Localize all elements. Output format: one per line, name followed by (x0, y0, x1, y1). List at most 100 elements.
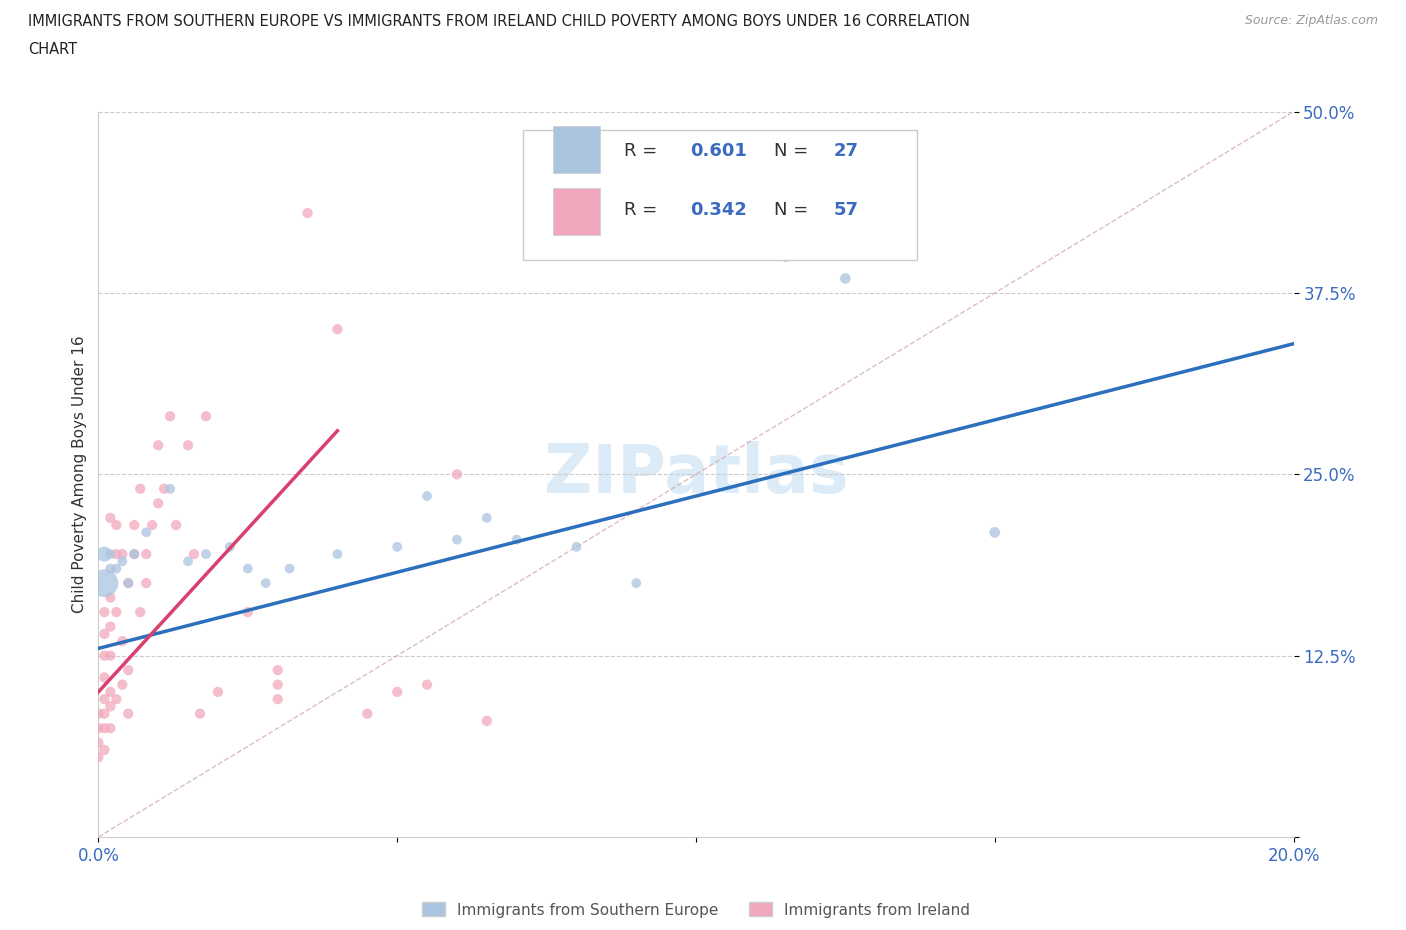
Point (177, 554, 200, 569)
Point (159, 409, 181, 424)
FancyBboxPatch shape (523, 130, 917, 260)
Point (165, 518, 187, 533)
Point (117, 706, 139, 721)
Point (983, 525, 1005, 539)
Point (834, 271, 856, 286)
Point (356, 706, 378, 721)
Point (188, 706, 211, 721)
Point (93, 670, 115, 684)
Y-axis label: Child Poverty Among Boys Under 16: Child Poverty Among Boys Under 16 (72, 336, 87, 613)
Point (385, 684, 409, 699)
Point (93, 706, 115, 721)
Point (194, 547, 218, 562)
Point (416, 488, 439, 503)
Point (475, 511, 498, 525)
Text: N =: N = (773, 142, 814, 161)
Bar (553, 188, 600, 235)
Point (219, 539, 242, 554)
Point (135, 525, 157, 539)
Point (93, 604, 115, 619)
Point (87, 750, 110, 764)
Point (98, 511, 122, 525)
Point (98, 699, 122, 714)
Point (506, 532, 529, 547)
Point (148, 496, 170, 511)
Point (141, 518, 163, 533)
Point (124, 547, 146, 562)
Point (98, 721, 122, 736)
Point (117, 576, 139, 591)
Point (111, 554, 134, 569)
Point (207, 684, 229, 699)
Point (111, 633, 134, 648)
Point (111, 677, 134, 692)
Point (148, 438, 170, 453)
Point (105, 518, 128, 533)
Point (236, 604, 259, 619)
Point (267, 692, 290, 707)
Legend: Immigrants from Southern Europe, Immigrants from Ireland: Immigrants from Southern Europe, Immigra… (416, 897, 976, 923)
Point (624, 576, 647, 591)
Point (129, 482, 152, 497)
Point (98, 619, 122, 634)
Point (278, 561, 301, 576)
Point (267, 677, 290, 692)
Point (297, 206, 319, 220)
Point (117, 576, 139, 591)
Text: N =: N = (773, 201, 814, 219)
Point (194, 409, 218, 424)
Point (105, 561, 128, 576)
Point (236, 561, 259, 576)
Point (98, 591, 122, 605)
Point (135, 547, 157, 562)
Point (153, 482, 176, 497)
Point (98, 547, 122, 562)
Point (254, 576, 277, 591)
Point (135, 576, 157, 591)
Text: ZIPatlas: ZIPatlas (544, 442, 848, 507)
Point (98, 684, 122, 699)
Text: 57: 57 (834, 201, 859, 219)
Point (446, 532, 468, 547)
Point (124, 518, 146, 533)
Point (775, 249, 797, 264)
Point (93, 742, 115, 757)
Point (326, 547, 349, 562)
Point (159, 482, 181, 497)
Point (124, 547, 146, 562)
Text: 0.601: 0.601 (690, 142, 747, 161)
Point (93, 721, 115, 736)
Point (416, 677, 439, 692)
Point (87, 721, 110, 736)
Point (93, 627, 115, 642)
Text: Source: ZipAtlas.com: Source: ZipAtlas.com (1244, 14, 1378, 27)
Point (98, 561, 122, 576)
Text: 0.342: 0.342 (690, 201, 747, 219)
Point (129, 604, 152, 619)
Point (183, 547, 205, 562)
Bar (553, 126, 600, 173)
Point (267, 663, 290, 678)
Point (385, 539, 409, 554)
Point (565, 539, 588, 554)
Text: 27: 27 (834, 142, 859, 161)
Point (475, 713, 498, 728)
Point (98, 648, 122, 663)
Point (93, 648, 115, 663)
Text: R =: R = (624, 201, 664, 219)
Text: R =: R = (624, 142, 664, 161)
Point (93, 547, 115, 562)
Point (446, 467, 468, 482)
Point (93, 692, 115, 707)
Point (87, 706, 110, 721)
Point (117, 663, 139, 678)
Point (105, 692, 128, 707)
Point (111, 547, 134, 562)
Point (105, 604, 128, 619)
Point (326, 322, 349, 337)
Point (93, 576, 115, 591)
Point (105, 547, 128, 562)
Text: CHART: CHART (28, 42, 77, 57)
Text: IMMIGRANTS FROM SOUTHERN EUROPE VS IMMIGRANTS FROM IRELAND CHILD POVERTY AMONG B: IMMIGRANTS FROM SOUTHERN EUROPE VS IMMIG… (28, 14, 970, 29)
Point (177, 438, 200, 453)
